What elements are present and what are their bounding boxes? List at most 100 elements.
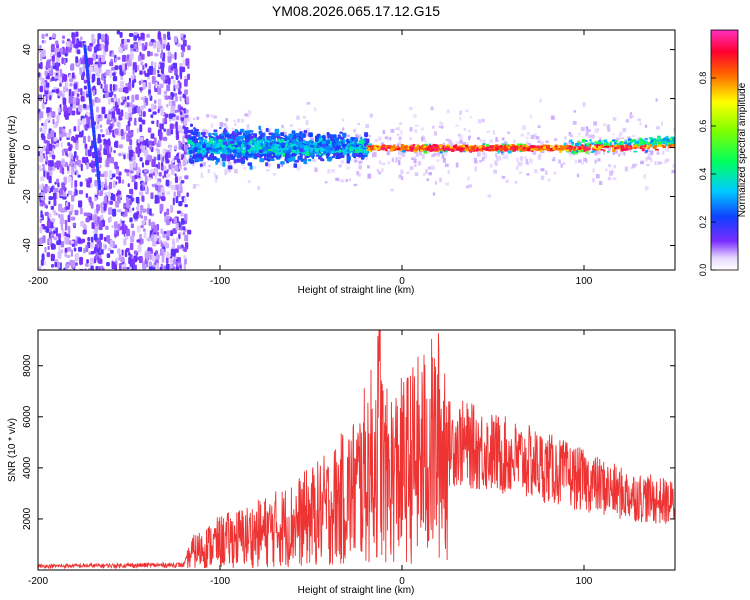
spectrogram-cell xyxy=(174,165,179,172)
spectrogram-cell xyxy=(215,135,220,140)
spectrogram-y-tick-label: -40 xyxy=(22,238,33,253)
spectrogram-cell xyxy=(82,135,87,144)
spectrogram-cell xyxy=(65,41,71,47)
spectrogram-cell xyxy=(152,266,156,270)
spectrogram-cell xyxy=(373,152,377,157)
spectrogram-cell xyxy=(450,142,454,147)
spectrogram-cell xyxy=(241,139,245,143)
spectrogram-cell xyxy=(73,126,77,132)
spectrogram-cell xyxy=(311,140,314,143)
spectrogram-cell xyxy=(154,194,159,200)
spectrogram-cell xyxy=(358,165,362,170)
spectrogram-cell xyxy=(130,75,135,79)
spectrogram-cell xyxy=(133,250,138,255)
spectrogram-cell xyxy=(113,150,116,154)
spectrogram-cell xyxy=(129,53,133,61)
spectrogram-cell xyxy=(58,213,61,219)
spectrogram-cell xyxy=(43,39,47,44)
spectrogram-cell xyxy=(163,90,167,95)
spectrogram-cell xyxy=(38,238,42,246)
spectrogram-cell xyxy=(155,81,158,89)
spectrogram-cell xyxy=(423,150,427,153)
spectrogram-cell xyxy=(224,134,228,138)
spectrogram-cell xyxy=(49,112,52,117)
spectrogram-cell xyxy=(306,131,310,137)
spectrogram-cell xyxy=(166,173,171,178)
spectrogram-cell xyxy=(319,141,322,147)
spectrogram-cell xyxy=(365,123,369,129)
spectrogram-cell xyxy=(83,212,89,217)
spectrogram-cell xyxy=(388,136,392,141)
spectrogram-cell xyxy=(430,165,435,171)
spectrogram-cell xyxy=(159,203,164,212)
spectrogram-cell xyxy=(160,154,163,162)
spectrogram-cell xyxy=(300,156,303,159)
spectrogram-cell xyxy=(633,163,638,167)
spectrogram-cell xyxy=(184,79,188,87)
spectrogram-cell xyxy=(246,124,250,128)
spectrogram-cell xyxy=(203,139,208,143)
spectrogram-cell xyxy=(289,124,293,127)
spectrogram-cell xyxy=(96,189,100,196)
spectrogram-cell xyxy=(427,166,432,170)
spectrogram-cell xyxy=(636,146,640,149)
spectrogram-cell xyxy=(183,117,188,126)
spectrogram-cell xyxy=(281,138,285,142)
spectrogram-cell xyxy=(106,235,111,243)
spectrogram-cell xyxy=(202,128,207,134)
spectrogram-cell xyxy=(445,182,449,186)
spectrogram-cell xyxy=(183,34,186,39)
spectrogram-cell xyxy=(73,155,76,163)
spectrogram-cell xyxy=(358,155,362,158)
spectrogram-cell xyxy=(99,144,102,152)
spectrogram-cell xyxy=(80,59,83,65)
spectrogram-cell xyxy=(43,186,48,194)
spectrogram-cell xyxy=(641,147,645,152)
spectrogram-cell xyxy=(90,241,94,249)
spectrogram-cell xyxy=(164,170,168,175)
spectrogram-cell xyxy=(296,115,300,120)
spectrogram-cell xyxy=(65,263,70,269)
spectrogram-cell xyxy=(646,137,649,140)
spectrogram-cell xyxy=(131,258,136,266)
spectrogram-cell xyxy=(237,118,240,123)
spectrogram-cell xyxy=(597,158,601,162)
spectrogram-cell xyxy=(79,256,83,265)
spectrogram-cell xyxy=(100,83,103,89)
spectrogram-cell xyxy=(349,149,353,152)
spectrogram-cell xyxy=(485,143,490,147)
spectrogram-cell xyxy=(482,143,486,145)
spectrogram-cell xyxy=(161,161,164,167)
spectrogram-cell xyxy=(397,160,401,166)
spectrogram-cell xyxy=(378,136,382,141)
spectrogram-cell xyxy=(434,181,438,185)
spectrogram-cell xyxy=(104,114,108,119)
spectrogram-cell xyxy=(236,152,242,156)
spectrogram-cell xyxy=(215,175,218,180)
spectrogram-cell xyxy=(565,149,569,152)
spectrogram-cell xyxy=(183,255,187,260)
spectrogram-cell xyxy=(657,139,661,143)
spectrogram-cell xyxy=(205,130,209,135)
spectrogram-cell xyxy=(71,72,75,79)
spectrogram-cell xyxy=(264,153,267,157)
spectrogram-cell xyxy=(237,138,241,141)
spectrogram-cell xyxy=(663,137,666,142)
spectrogram-cell xyxy=(141,79,144,84)
spectrogram-cell xyxy=(594,140,597,144)
spectrogram-cell xyxy=(618,133,621,138)
spectrogram-cell xyxy=(494,161,498,166)
spectrogram-cell xyxy=(166,84,171,92)
spectrogram-cell xyxy=(647,141,650,144)
spectrogram-cell xyxy=(80,163,83,172)
spectrogram-cell xyxy=(143,231,147,239)
spectrogram-cell xyxy=(526,173,530,176)
spectrogram-cell xyxy=(644,124,648,128)
spectrogram-cell xyxy=(395,127,399,130)
spectrogram-cell xyxy=(64,52,68,57)
spectrogram-cell xyxy=(140,32,145,40)
spectrogram-cell xyxy=(313,142,318,146)
spectrogram-x-tick-label: -200 xyxy=(28,276,48,287)
spectrogram-cell xyxy=(105,128,110,136)
spectrogram-cell xyxy=(139,233,142,239)
